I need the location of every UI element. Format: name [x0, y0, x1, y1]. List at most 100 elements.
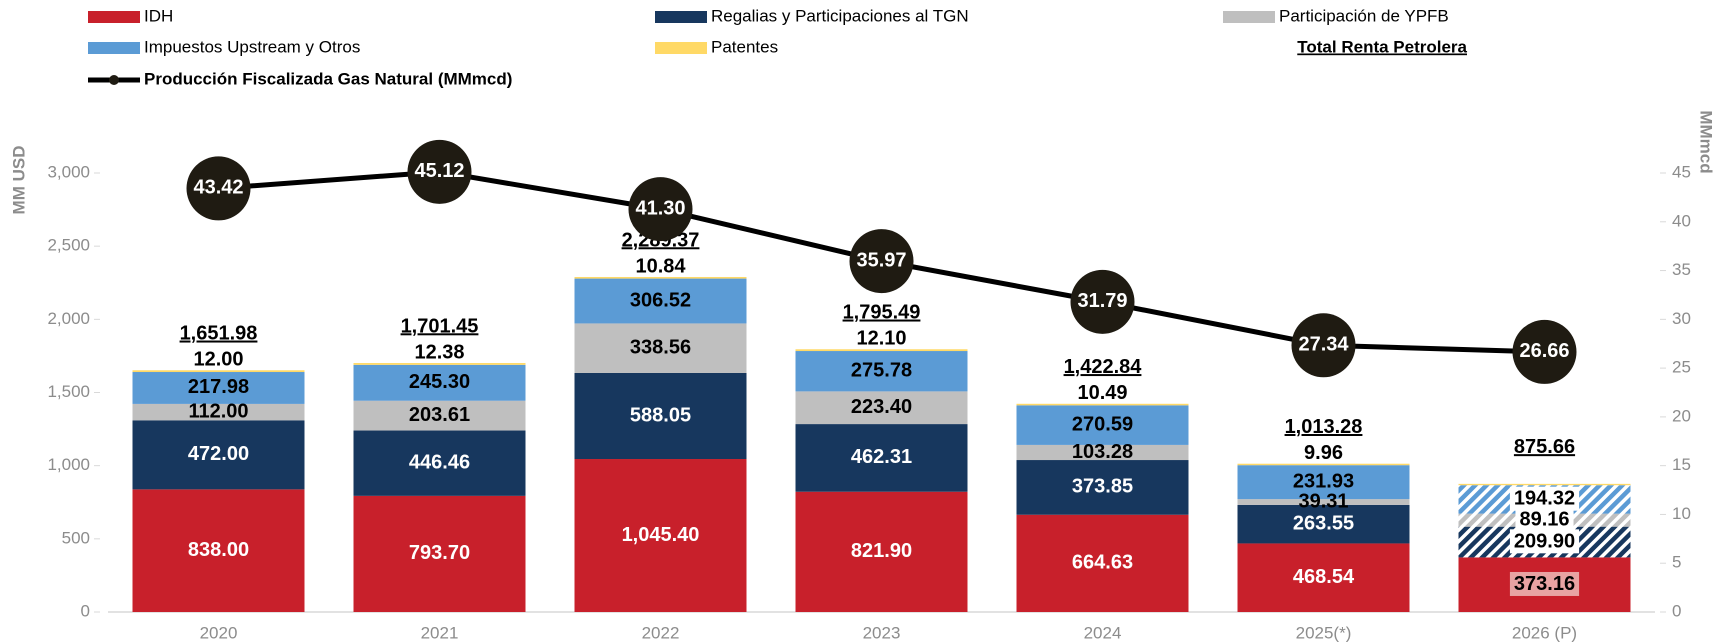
value-label: 270.59 [1072, 413, 1133, 435]
legend-label: Total Renta Petrolera [1297, 37, 1467, 56]
y2-tick-label: 35 [1672, 260, 1691, 279]
bar-segment [132, 489, 305, 612]
y-tick-label: 3,000 [47, 162, 90, 181]
line-value-label: 26.66 [1519, 340, 1569, 362]
value-label: 217.98 [188, 376, 249, 398]
bar-segment [574, 459, 747, 612]
y2-tick-label: 10 [1672, 504, 1691, 523]
bar-segment [132, 403, 305, 421]
value-label: 209.90 [1514, 530, 1575, 552]
value-label: 39.31 [1298, 490, 1348, 512]
legend-label: IDH [144, 6, 173, 25]
value-label: 664.63 [1072, 552, 1133, 574]
bar-segment [1016, 403, 1189, 406]
legend-swatch [88, 11, 140, 23]
bar-segment [353, 363, 526, 365]
x-tick-label: 2022 [642, 623, 680, 642]
value-label: 588.05 [630, 404, 691, 426]
legend-label: Impuestos Upstream y Otros [144, 37, 360, 56]
bar-segment [1237, 499, 1410, 505]
value-label: 245.30 [409, 371, 470, 393]
value-label: 10.49 [1077, 382, 1127, 404]
bar-segment [1237, 463, 1410, 466]
bar-segment [574, 278, 747, 324]
value-label: 472.00 [188, 443, 249, 465]
legend-label: Patentes [711, 37, 778, 56]
y2-tick-label: 0 [1672, 601, 1681, 620]
line-marker [186, 156, 251, 221]
value-label: 223.40 [851, 396, 912, 418]
value-label: 231.93 [1293, 470, 1354, 492]
value-label: 89.16 [1519, 508, 1569, 530]
line-value-label: 35.97 [856, 249, 906, 271]
value-label: 793.70 [409, 542, 470, 564]
x-tick-label: 2021 [421, 623, 459, 642]
value-label: 12.38 [414, 341, 464, 363]
line-value-label: 43.42 [193, 177, 243, 199]
line-value-label: 31.79 [1077, 290, 1127, 312]
legend-label: Participación de YPFB [1279, 6, 1449, 25]
line-marker [1070, 269, 1135, 334]
value-label: 203.61 [409, 404, 470, 426]
bar-segment [1016, 444, 1189, 461]
total-label: 1,651.98 [180, 323, 258, 345]
legend-swatch [655, 11, 707, 23]
value-label: 446.46 [409, 451, 470, 473]
y-axis-label: MM USD [9, 146, 28, 215]
y2-tick-label: 45 [1672, 162, 1691, 181]
value-label: 194.32 [1514, 488, 1575, 510]
bar-segment [132, 370, 305, 373]
bar-segment [1237, 465, 1410, 500]
line-marker [407, 139, 472, 204]
line-value-label: 45.12 [414, 160, 464, 182]
bar-segment [795, 491, 968, 612]
x-tick-label: 2023 [863, 623, 901, 642]
y-tick-label: 2,500 [47, 236, 90, 255]
x-tick-label: 2024 [1084, 623, 1122, 642]
bar-segment [353, 495, 526, 612]
value-label: 821.90 [851, 540, 912, 562]
value-label: 373.85 [1072, 476, 1133, 498]
value-label-bg [1509, 529, 1580, 554]
legend-swatch [1223, 11, 1275, 23]
value-label: 12.00 [193, 349, 243, 371]
line-marker [1512, 319, 1577, 384]
bar-segment [795, 349, 968, 352]
value-label: 275.78 [851, 359, 912, 381]
bar-segment [574, 323, 747, 373]
y2-tick-label: 25 [1672, 358, 1691, 377]
total-label: 1,422.84 [1064, 356, 1143, 378]
bar-segment [574, 372, 747, 460]
value-label: 306.52 [630, 289, 691, 311]
value-label: 1,045.40 [622, 524, 700, 546]
value-label: 112.00 [188, 400, 248, 422]
bar-segment [1237, 504, 1410, 544]
x-tick-label: 2025(*) [1296, 623, 1352, 642]
x-tick-label: 2026 (P) [1512, 623, 1577, 642]
y-tick-label: 500 [62, 528, 90, 547]
bar-segment [353, 400, 526, 431]
total-label: 1,795.49 [843, 302, 921, 324]
value-label: 468.54 [1293, 566, 1355, 588]
line-marker [1291, 313, 1356, 378]
bar-segment [1016, 514, 1189, 612]
bar-segment [1458, 483, 1631, 486]
y2-axis-label: MMmcd [1697, 110, 1716, 173]
total-label: 1,701.45 [401, 315, 479, 337]
bar-segment [353, 430, 526, 496]
value-label-bg [1509, 571, 1580, 596]
bar-segment [1016, 405, 1189, 445]
y-tick-label: 1,500 [47, 382, 90, 401]
y-tick-label: 0 [81, 601, 90, 620]
value-label: 373.16 [1514, 573, 1575, 595]
legend-label: Producción Fiscalizada Gas Natural (MMmc… [144, 69, 512, 88]
value-label: 12.10 [856, 328, 906, 350]
y-tick-label: 2,000 [47, 309, 90, 328]
bar-segment [1237, 543, 1410, 612]
bar-segment [574, 276, 747, 279]
value-label: 10.84 [635, 255, 686, 277]
bar-segment [795, 424, 968, 492]
bar-segment [1016, 460, 1189, 515]
